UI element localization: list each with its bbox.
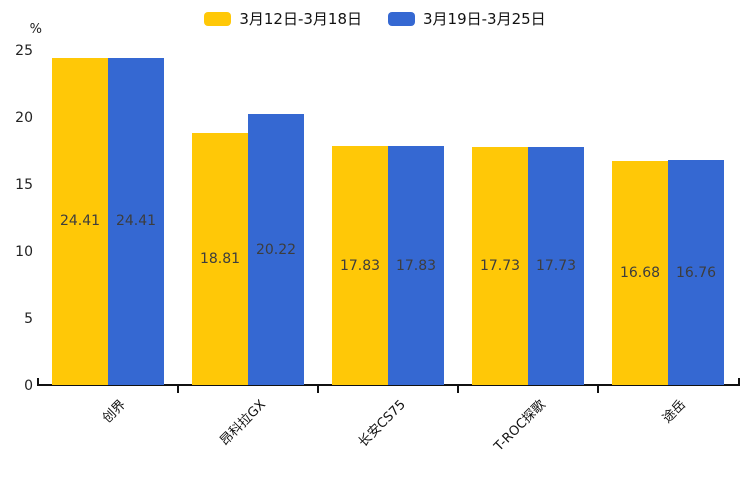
x-axis-tick	[177, 386, 179, 393]
x-axis-line	[37, 384, 740, 386]
y-axis-tick-label: 20	[15, 110, 33, 126]
y-axis-tick-label: 25	[15, 43, 33, 59]
y-axis-unit-label: %	[29, 22, 42, 37]
x-axis-end-tick	[37, 378, 39, 384]
x-axis-category-label: 昂科拉GX	[217, 397, 269, 449]
bar-value-label: 17.73	[479, 258, 521, 275]
x-axis-end-tick	[738, 378, 740, 384]
bar-series2-5	[668, 160, 724, 385]
bar-value-label: 17.83	[339, 257, 381, 274]
bar-value-label: 24.41	[59, 213, 101, 230]
y-axis-tick-label: 0	[24, 378, 33, 394]
bar-value-label: 16.76	[675, 264, 717, 281]
legend-item-week2: 3月19日-3月25日	[388, 8, 546, 29]
x-axis-tick	[597, 386, 599, 393]
bar-value-label: 20.22	[255, 241, 297, 258]
x-axis-category-label: T-ROC探歌	[491, 397, 549, 455]
legend-label-week2: 3月19日-3月25日	[423, 10, 546, 28]
bar-series1-3	[332, 146, 388, 385]
legend-swatch-week2	[388, 11, 415, 26]
bar-series1-4	[472, 147, 528, 385]
bar-series1-2	[192, 132, 248, 385]
bar-value-label: 18.81	[199, 250, 241, 267]
bar-series2-4	[528, 147, 584, 385]
bar-series2-3	[388, 146, 444, 385]
bar-value-label: 16.68	[619, 265, 661, 282]
bar-value-label: 24.41	[115, 213, 157, 230]
bar-series1-5	[612, 161, 668, 385]
x-axis-category-label: 长安CS75	[356, 397, 409, 451]
y-axis-tick-label: 10	[15, 244, 33, 260]
bar-series2-1	[108, 57, 164, 385]
legend-item-week1: 3月12日-3月18日	[204, 8, 362, 29]
bar-value-label: 17.83	[395, 257, 437, 274]
bar-series1-1	[52, 57, 108, 385]
x-axis-tick	[457, 386, 459, 393]
x-axis-category-label: 途岳	[659, 397, 689, 427]
x-axis-tick	[317, 386, 319, 393]
legend: 3月12日-3月18日 3月19日-3月25日	[0, 8, 750, 29]
bar-series2-2	[248, 114, 304, 385]
legend-swatch-week1	[204, 11, 232, 26]
bar-value-label: 17.73	[535, 258, 577, 275]
y-axis-tick-label: 5	[24, 311, 33, 327]
x-axis-category-label: 创界	[99, 397, 129, 427]
y-axis-tick-label: 15	[15, 177, 33, 193]
legend-label-week1: 3月12日-3月18日	[239, 10, 362, 28]
